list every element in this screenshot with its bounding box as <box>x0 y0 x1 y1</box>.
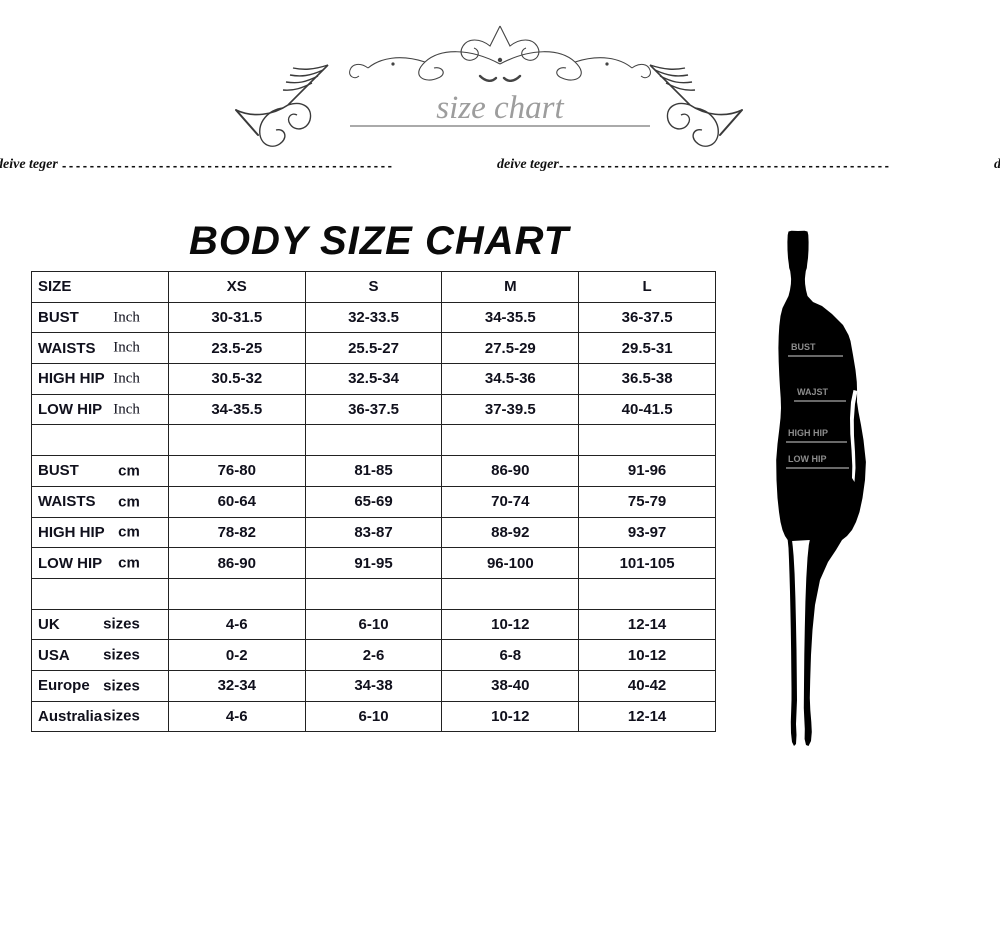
svg-text:HIGH HIP: HIGH HIP <box>788 428 828 438</box>
svg-text:LOW HIP: LOW HIP <box>788 454 827 464</box>
svg-text:BUST: BUST <box>791 342 816 352</box>
svg-text:size chart: size chart <box>436 90 564 126</box>
svg-text:WAJST: WAJST <box>797 387 829 397</box>
